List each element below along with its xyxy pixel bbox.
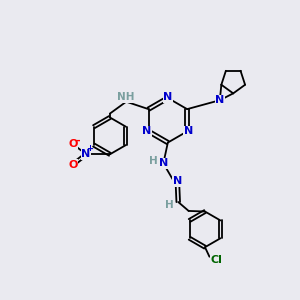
Text: H: H: [165, 200, 174, 210]
Text: N: N: [173, 176, 182, 186]
Text: N: N: [184, 126, 193, 136]
Text: N: N: [163, 92, 172, 102]
Text: NH: NH: [118, 92, 135, 102]
Text: Cl: Cl: [210, 255, 222, 265]
Text: O: O: [68, 160, 77, 170]
Text: O: O: [68, 139, 77, 149]
Text: N: N: [142, 126, 152, 136]
Text: N: N: [159, 158, 168, 168]
Text: N: N: [82, 149, 91, 159]
Text: -: -: [76, 136, 80, 146]
Text: +: +: [86, 145, 93, 154]
Text: H: H: [149, 156, 158, 166]
Text: N: N: [215, 95, 224, 105]
